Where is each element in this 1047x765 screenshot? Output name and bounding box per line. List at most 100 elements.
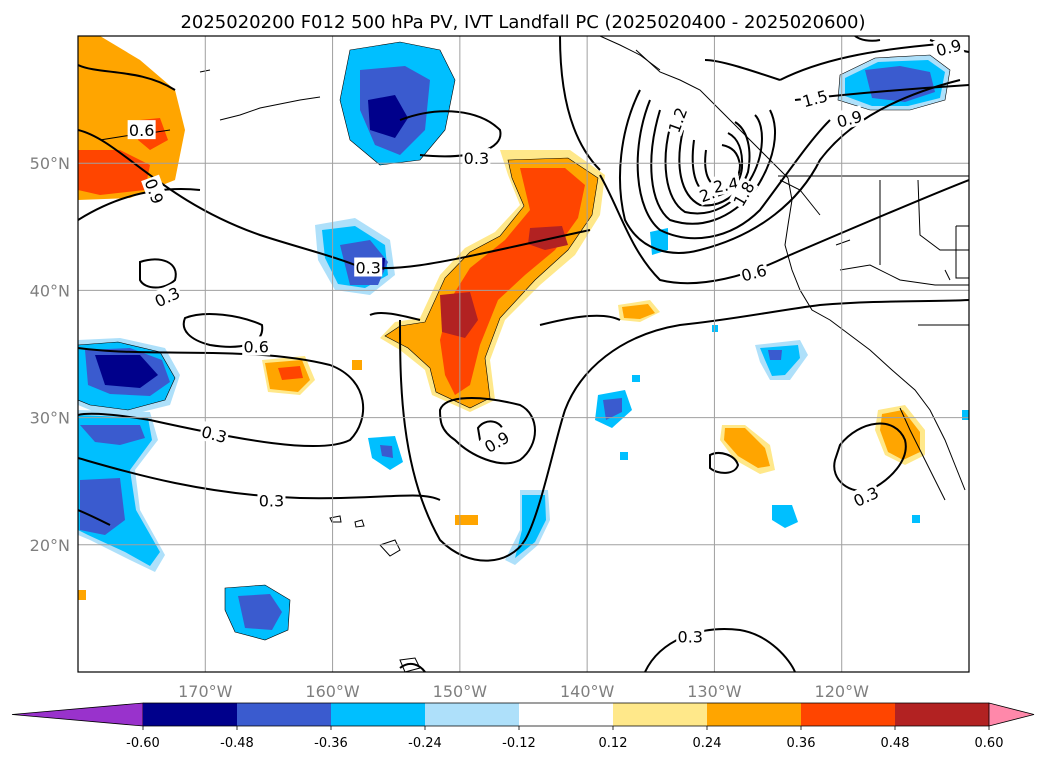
- contour-label-text: 0.3: [678, 627, 703, 646]
- pv-positive-area: [440, 168, 585, 395]
- contour-label: 0.6: [242, 336, 271, 356]
- pv-positive-area: [352, 360, 362, 370]
- contour-label-bg: [710, 172, 742, 197]
- lon-tick-label: 160°W: [305, 682, 360, 701]
- pv-negative-area: [712, 325, 718, 332]
- pv-negative-area: [772, 505, 798, 528]
- lat-tick-label: 50°N: [30, 154, 70, 173]
- colorbar-segment: [613, 703, 707, 726]
- contour-label: 0.3: [198, 420, 231, 447]
- colorbar-label: -0.36: [314, 736, 348, 751]
- pv-positive-area: [440, 292, 478, 338]
- pv-negative-area: [238, 594, 282, 630]
- contour-label-bg: [798, 85, 831, 111]
- lon-tick-label: 140°W: [560, 682, 615, 701]
- colorbar-label: 0.36: [787, 736, 816, 751]
- pv-positive-area: [78, 590, 86, 600]
- pv-negative-area: [962, 410, 969, 420]
- map-background: [78, 36, 969, 672]
- contour-label: 0.3: [676, 626, 705, 646]
- colorbar-outline: [143, 702, 989, 727]
- map-gridlines: [78, 36, 969, 672]
- colorbar-segment: [143, 703, 237, 726]
- contour-label-bg: [728, 176, 759, 211]
- contour-label-bg: [150, 281, 184, 311]
- pv-negative-area: [912, 515, 920, 523]
- pv-negative-area: [632, 375, 640, 382]
- pv-negative-area: [80, 478, 125, 535]
- pv-negative-area: [380, 445, 393, 458]
- contour-label-bg: [737, 259, 770, 285]
- contour-label-bg: [663, 103, 691, 137]
- pv-negative-area: [368, 95, 408, 138]
- lon-tick-label: 120°W: [815, 682, 870, 701]
- contour-label-text: 0.3: [355, 259, 380, 278]
- contour-label: 0.3: [257, 490, 286, 510]
- contour-label-bg: [354, 257, 383, 277]
- contour-label: 2.4: [710, 172, 742, 197]
- contour-labels: 0.60.90.30.30.30.60.30.30.90.30.60.31.22…: [127, 34, 965, 646]
- colorbar-label: 0.24: [693, 736, 722, 751]
- pv-shading: [78, 36, 969, 640]
- pv-negative-area: [603, 398, 622, 420]
- contour-label-text: 0.3: [259, 491, 284, 510]
- colorbar-label: -0.24: [408, 736, 442, 751]
- pv-negative-area: [80, 425, 145, 445]
- contour-label-bg: [833, 105, 866, 131]
- pv-negative-area: [620, 452, 628, 460]
- lat-tick-label: 40°N: [30, 281, 70, 300]
- colorbar-extend-low: [11, 702, 144, 727]
- lat-tick-label: 30°N: [30, 409, 70, 428]
- axis-labels: 170°W 160°W 150°W 140°W 130°W 120°W 20°N 30°N 40…: [30, 154, 869, 701]
- colorbar-segment: [425, 703, 519, 726]
- colorbar-label: -0.12: [502, 736, 536, 751]
- contour-label-bg: [676, 626, 705, 646]
- contour-label-bg: [932, 34, 965, 60]
- map-title: 2025020200 F012 500 hPa PV, IVT Landfall…: [180, 12, 865, 33]
- colorbar-segment: [237, 703, 331, 726]
- lon-tick-label: 130°W: [687, 682, 742, 701]
- pv-positive-area: [724, 428, 770, 468]
- contour-label: 0.3: [462, 148, 491, 168]
- colorbar-label: -0.48: [220, 736, 254, 751]
- contour-label-bg: [257, 490, 286, 510]
- colorbar-segment: [801, 703, 895, 726]
- pv-positive-area: [528, 226, 568, 250]
- lon-tick-label: 150°W: [433, 682, 488, 701]
- pv-negative-area: [95, 355, 158, 388]
- colorbar: -0.60 -0.48 -0.36 -0.24 -0.12 0.12 0.24 0.36 0.4…: [11, 702, 1035, 751]
- colorbar-segment: [331, 703, 425, 726]
- contour-label: 0.9: [833, 105, 866, 132]
- map-area: 0.60.90.30.30.30.60.30.30.90.30.60.31.22…: [77, 34, 970, 673]
- contour-label: 0.3: [354, 257, 383, 278]
- contour-label-bg: [462, 148, 491, 168]
- contour-label-text: 0.6: [129, 121, 154, 140]
- colorbar-segment: [707, 703, 801, 726]
- contour-label-bg: [141, 174, 169, 208]
- pv-positive-area: [455, 515, 478, 525]
- colorbar-segment: [895, 703, 989, 726]
- contour-label-text: 2.4: [712, 174, 740, 197]
- contour-label-bg: [198, 420, 231, 447]
- pv-negative-area: [768, 350, 782, 360]
- lon-tick-label: 170°W: [178, 682, 233, 701]
- pv-positive-area: [622, 304, 655, 319]
- pv-positive-area: [880, 410, 920, 460]
- colorbar-label: -0.60: [126, 736, 160, 751]
- pv-contours: [78, 36, 969, 672]
- pv-positive-area: [278, 366, 303, 380]
- contour-label-text: 0.3: [464, 149, 489, 168]
- colorbar-label: 0.48: [881, 736, 910, 751]
- contour-label-bg: [242, 336, 271, 356]
- shading-outlines: [78, 41, 951, 641]
- map-frame: [77, 35, 970, 673]
- colorbar-segment: [519, 703, 613, 726]
- contour-label: 0.6: [127, 120, 156, 140]
- colorbar-extend-high: [988, 702, 1035, 727]
- contour-label-bg: [127, 120, 156, 140]
- colorbar-label: 0.60: [975, 736, 1004, 751]
- lat-tick-label: 20°N: [30, 536, 70, 555]
- contour-label-bg: [479, 426, 514, 457]
- colorbar-label: 0.12: [599, 736, 628, 751]
